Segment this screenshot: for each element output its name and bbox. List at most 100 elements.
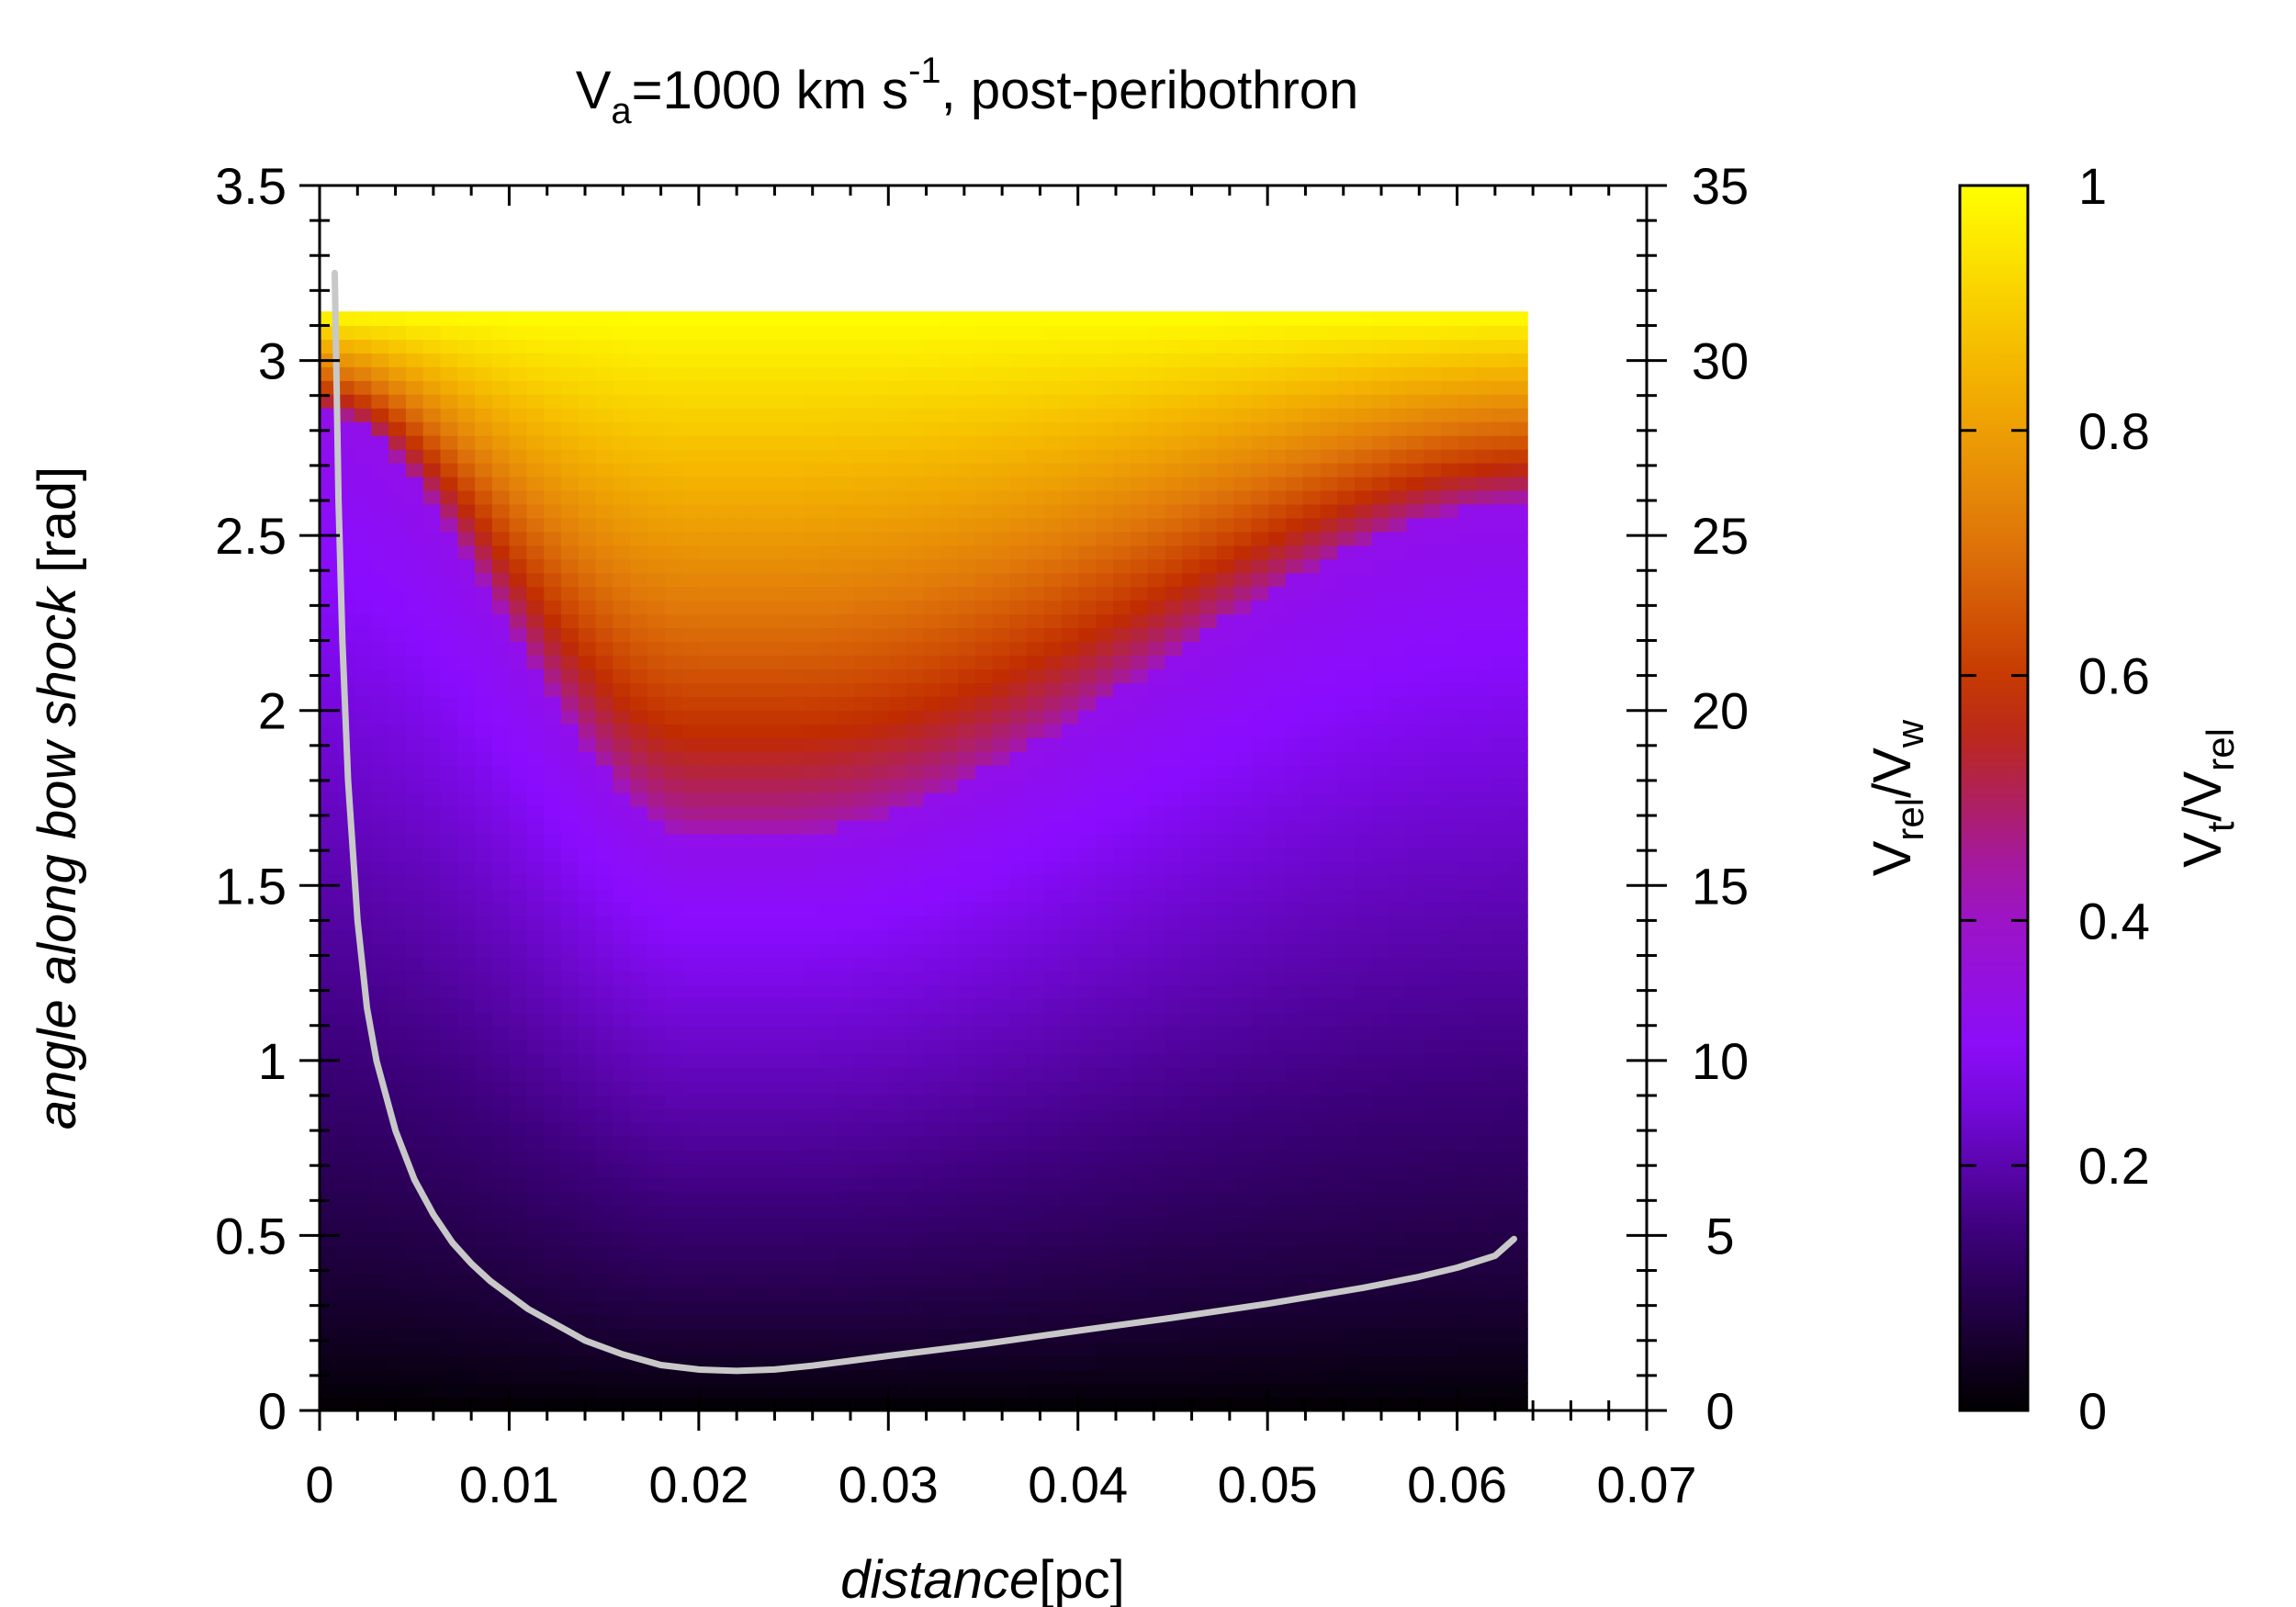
heatmap-cell [320,710,338,725]
heatmap-cell [405,1328,424,1343]
heatmap-cell [958,696,976,711]
heatmap-cell [1389,1012,1408,1027]
heatmap-cell [405,517,424,533]
heatmap-cell [872,819,890,835]
heatmap-cell [1113,874,1131,890]
heatmap-cell [457,998,476,1013]
heatmap-cell [992,545,1011,560]
heatmap-cell [630,1342,648,1356]
heatmap-cell [1165,998,1184,1013]
heatmap-cell [613,311,631,326]
heatmap-cell [1233,984,1253,999]
heatmap-cell [1320,1026,1339,1040]
heatmap-cell [974,489,994,505]
heatmap-cell [1165,1259,1184,1275]
heatmap-cell [1233,462,1253,478]
heatmap-cell [475,353,493,367]
heatmap-cell [733,957,752,972]
heatmap-cell [837,1342,856,1356]
heatmap-cell [320,1383,338,1398]
heatmap-cell [716,586,735,601]
heatmap-cell [872,434,890,450]
heatmap-cell [1096,833,1114,848]
heatmap-cell [647,1369,666,1384]
heatmap-cell [872,1314,890,1330]
heatmap-cell [320,792,338,807]
heatmap-cell [768,724,786,738]
heatmap-cell [958,1067,976,1082]
heatmap-cell [1320,847,1339,862]
heatmap-cell [923,1369,942,1384]
heatmap-cell [613,655,631,669]
heatmap-cell [457,1273,476,1288]
heatmap-cell [1130,339,1149,354]
heatmap-cell [1199,1163,1218,1178]
heatmap-cell [1044,1135,1063,1151]
heatmap-cell [1113,764,1131,780]
heatmap-cell [457,489,476,505]
heatmap-cell [1337,503,1356,519]
heatmap-cell [1113,984,1131,999]
heatmap-cell [992,929,1011,945]
heatmap-cell [320,860,338,876]
heatmap-cell [1113,558,1131,574]
heatmap-cell [664,1067,683,1082]
heatmap-cell [733,1300,752,1316]
heatmap-cell [578,1107,597,1123]
heatmap-cell [1130,434,1149,450]
heatmap-cell [526,1026,545,1040]
heatmap-cell [1061,1094,1080,1109]
heatmap-cell [475,682,493,697]
heatmap-cell [888,724,907,738]
heatmap-cell [872,1273,890,1288]
heatmap-cell [630,1121,648,1137]
heatmap-cell [388,572,407,588]
heatmap-cell [1061,860,1080,876]
heatmap-cell [664,710,683,725]
heatmap-cell [681,1342,701,1356]
heatmap-cell [768,984,786,999]
heatmap-cell [1130,943,1149,959]
heatmap-cell [630,984,648,999]
heatmap-cell [1302,724,1322,738]
heatmap-cell [872,545,890,560]
heatmap-cell [630,971,648,986]
heatmap-cell [803,1081,821,1096]
heatmap-cell [388,764,407,780]
heatmap-cell [1113,998,1131,1013]
heatmap-cell [1096,998,1114,1013]
heatmap-cell [974,339,994,354]
heatmap-cell [1078,407,1097,422]
heatmap-cell [440,1067,459,1082]
heatmap-cell [1233,971,1253,986]
heatmap-cell [837,1067,856,1082]
heatmap-cell [422,600,442,615]
heatmap-cell [1337,1026,1356,1040]
heatmap-cell [940,489,959,505]
heatmap-cell [733,434,752,450]
heatmap-cell [336,984,355,999]
heatmap-cell [544,1342,562,1356]
heatmap-cell [320,586,338,601]
heatmap-cell [750,421,770,436]
heatmap-cell [1302,1218,1322,1233]
heatmap-cell [716,902,735,917]
heatmap-cell [699,1204,717,1219]
heatmap-cell [440,421,459,436]
heatmap-cell [613,819,631,835]
heatmap-cell [1027,503,1045,519]
heatmap-cell [491,1026,511,1040]
heatmap-cell [906,380,925,395]
heatmap-cell [923,957,942,972]
heatmap-cell [613,984,631,999]
heatmap-cell [1355,641,1373,656]
heatmap-cell [716,448,735,464]
heatmap-cell [1320,724,1339,738]
heatmap-cell [906,1314,925,1330]
heatmap-cell [647,874,666,890]
heatmap-cell [888,503,907,519]
heatmap-cell [699,1107,717,1123]
heatmap-cell [854,353,872,367]
heatmap-cell [1027,1259,1045,1275]
heatmap-cell [1199,476,1218,491]
